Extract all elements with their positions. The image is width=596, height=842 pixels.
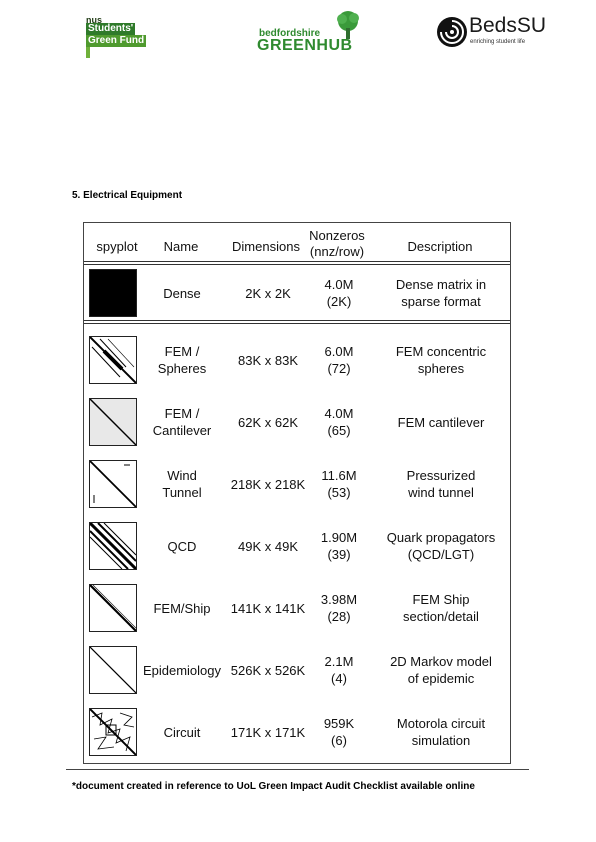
row-name: Circuit: [163, 724, 201, 740]
dense-matrix-plot: [89, 269, 137, 317]
row-nonzeros: 3.98M (28): [320, 592, 358, 624]
header-spyplot: spyplot: [96, 239, 138, 254]
row-name: QCD: [167, 538, 197, 554]
row-nonzeros: 4.0M (2K): [324, 277, 354, 309]
row-description: 2D Markov model of epidemic: [390, 654, 492, 686]
dense-divider-bottom: [84, 323, 510, 324]
greenhub-logo-big-text: GREENHUB: [257, 37, 353, 54]
row-dimensions: 49K x 49K: [238, 538, 298, 554]
row-description: FEM cantilever: [397, 414, 485, 430]
row-description: FEM Ship section/detail: [403, 592, 479, 624]
footnote: *document created in reference to UoL Gr…: [72, 781, 475, 792]
row-dimensions: 171K x 171K: [230, 724, 306, 740]
row-name: Dense: [163, 285, 201, 301]
row-description: Dense matrix in sparse format: [395, 277, 487, 309]
section-heading: 5. Electrical Equipment: [72, 190, 183, 201]
row-nonzeros: 1.90M (39): [320, 530, 358, 562]
fem-spheres-plot: [89, 336, 137, 384]
bedssu-logo: BedsSU enriching student life: [436, 14, 566, 50]
row-dimensions: 141K x 141K: [230, 600, 306, 616]
row-nonzeros: 4.0M (65): [324, 406, 354, 438]
bedssu-logo-name: BedsSU: [469, 14, 547, 37]
row-nonzeros: 6.0M (72): [324, 344, 354, 376]
row-description: FEM concentric spheres: [395, 344, 487, 376]
bedssu-logo-tagline: enriching student life: [470, 39, 526, 45]
header-divider-bottom: [84, 264, 510, 265]
dense-divider-top: [84, 320, 510, 321]
row-dimensions: 62K x 62K: [238, 414, 298, 430]
header-description: Description: [407, 239, 473, 254]
header-nonzeros: Nonzeros (nnz/row): [309, 228, 365, 259]
row-description: Quark propagators (QCD/LGT): [386, 530, 496, 562]
nus-students-green-fund-logo: nus Students' Green Fund: [86, 15, 150, 58]
row-nonzeros: 11.6M (53): [321, 468, 357, 500]
wind-tunnel-plot: [89, 460, 137, 508]
bedfordshire-greenhub-logo: bedfordshire GREENHUB: [257, 10, 365, 54]
row-nonzeros: 959K (6): [323, 716, 355, 748]
nus-logo-line-2: Green Fund: [86, 35, 147, 47]
bedssu-swirl-icon: [437, 17, 467, 47]
row-dimensions: 2K x 2K: [245, 285, 291, 301]
row-name: Epidemiology: [142, 662, 222, 678]
nus-mark: nus: [86, 15, 103, 25]
row-dimensions: 526K x 526K: [230, 662, 306, 678]
nus-logo-line-3: [86, 47, 90, 58]
sparse-matrix-table-figure: spyplot Name Dimensions Nonzeros (nnz/ro…: [83, 222, 511, 764]
epidemiology-plot: [89, 646, 137, 694]
header-divider-top: [84, 261, 510, 262]
row-description: Pressurized wind tunnel: [406, 468, 476, 500]
fem-ship-plot: [89, 584, 137, 632]
row-dimensions: 218K x 218K: [230, 476, 306, 492]
nus-logo-line-1: Students': [86, 23, 136, 35]
tree-icon: [337, 11, 359, 39]
row-name: Wind Tunnel: [162, 468, 202, 500]
row-dimensions: 83K x 83K: [238, 352, 298, 368]
header-dimensions: Dimensions: [232, 239, 300, 254]
row-name: FEM/Ship: [153, 600, 211, 616]
footer-rule: [66, 769, 529, 770]
circuit-plot: [89, 708, 137, 756]
fem-cantilever-plot: [89, 398, 137, 446]
greenhub-logo-small-text: bedfordshire: [259, 28, 321, 39]
header-name: Name: [163, 239, 199, 254]
row-name: FEM / Cantilever: [152, 406, 212, 438]
row-description: Motorola circuit simulation: [396, 716, 486, 748]
qcd-plot: [89, 522, 137, 570]
row-name: FEM / Spheres: [157, 344, 207, 376]
row-nonzeros: 2.1M (4): [324, 654, 354, 686]
